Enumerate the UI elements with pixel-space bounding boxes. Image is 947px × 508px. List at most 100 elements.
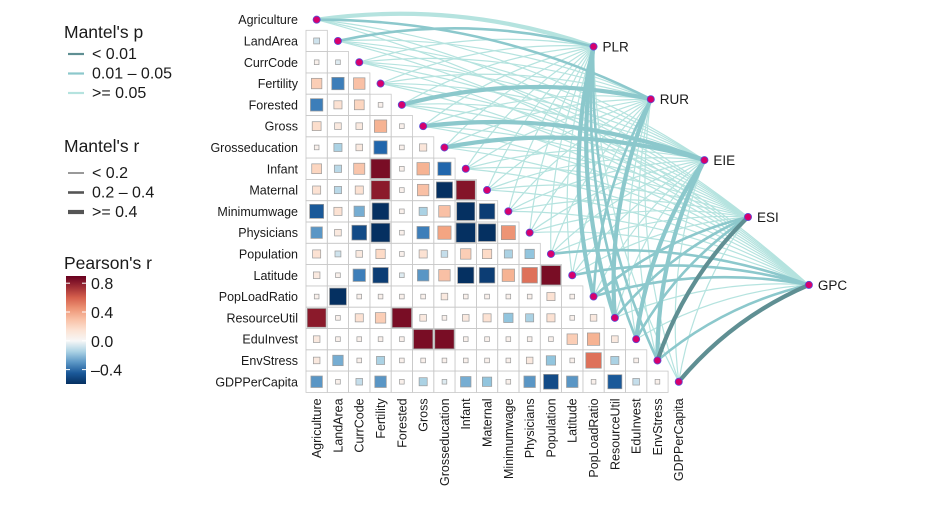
diagonal-node [610,313,619,322]
correlation-square [399,357,405,364]
correlation-square [399,251,405,257]
correlation-square [523,375,536,388]
mantel-link [401,104,810,286]
correlation-square [313,144,320,151]
correlation-square [311,77,323,90]
correlation-square [569,293,575,300]
correlation-square [309,203,325,219]
row-label: Grosseducation [210,141,298,155]
target-label: PLR [603,40,630,55]
mantel-link [529,98,652,234]
correlation-square [505,379,512,385]
row-label: ResourceUtil [226,311,298,325]
legend-p-label: < 0.01 [92,46,137,63]
correlation-square [356,357,362,364]
correlation-square [503,249,513,259]
mantel-link [422,125,749,218]
mantel-link [655,158,707,363]
mantel-link [336,27,595,48]
mantel-link [486,189,810,286]
column-label: Agriculture [310,398,324,458]
correlation-square [569,357,575,364]
correlation-square [334,228,342,237]
correlation-square [355,143,363,152]
correlation-square [457,266,475,284]
correlation-square [587,332,601,346]
correlation-square [355,250,363,258]
correlation-square [484,336,490,342]
correlation-square [503,312,514,323]
correlation-square [505,357,512,364]
mantel-link [613,215,750,320]
mantel-link [576,44,596,299]
row-label: Infant [267,162,299,176]
correlation-square [311,163,322,175]
correlation-square [377,293,384,300]
correlation-square [460,376,472,388]
correlation-square [441,315,448,321]
correlation-square [438,205,451,218]
correlation-square [505,336,512,342]
correlation-square [460,248,472,260]
target-label: ESI [757,210,779,225]
correlation-square [441,357,448,364]
correlation-square [374,312,387,324]
correlation-square [399,123,405,129]
correlation-square [353,99,365,111]
correlation-square [440,250,449,258]
nodes: PLR RUR EIE ESI GPC [312,15,848,386]
correlation-square [420,357,426,364]
correlation-square [399,144,405,151]
correlation-square [566,375,579,388]
column-label: Minimumwage [502,398,516,479]
target-label: GPC [818,278,848,293]
correlation-square [590,379,597,385]
row-label: Physicians [238,226,298,240]
correlation-square [329,287,347,306]
mantel-links [314,11,811,384]
row-label: Population [239,247,298,261]
correlation-square [478,203,496,220]
correlation-square [335,59,341,65]
correlation-square [335,272,341,278]
grid-cell [646,370,669,393]
correlation-square [455,180,476,200]
legend: Mantel's p < 0.01 0.01 – 0.05 >= 0.05 Mantel… [64,22,172,384]
correlation-square [440,292,449,301]
column-label: CurrCode [353,398,367,452]
mantel-link [465,168,810,286]
target-node [589,42,598,51]
correlation-square [353,77,366,90]
correlation-square [477,223,497,242]
row-labels: Agriculture LandArea CurrCode Fertility Fore… [210,13,298,389]
column-label: Maternal [481,398,495,447]
correlation-square [313,293,320,300]
column-label: Fertility [374,398,388,439]
correlation-square [543,373,559,390]
mantel-link [655,214,751,363]
diagonal-node [546,249,555,258]
correlation-square [376,356,385,365]
correlation-square [377,336,384,342]
correlation-square [310,226,323,239]
mantel-link [399,84,653,107]
correlation-square [546,292,556,301]
correlation-square [334,122,342,130]
correlation-square [373,140,388,155]
mantel-link [634,158,707,342]
correlation-grid [305,29,669,393]
target-node [700,156,709,165]
correlation-square [416,162,430,176]
correlation-square [370,180,391,200]
correlation-square [419,314,427,322]
correlation-square [355,378,363,386]
correlation-square [524,248,535,259]
column-label: Population [544,398,558,457]
column-label: EduInvest [630,398,644,454]
mantel-link [644,98,680,383]
correlation-square [482,313,492,323]
row-label: Minimumwage [217,205,298,219]
mantel-link [584,44,617,320]
mantel-link [337,39,652,100]
